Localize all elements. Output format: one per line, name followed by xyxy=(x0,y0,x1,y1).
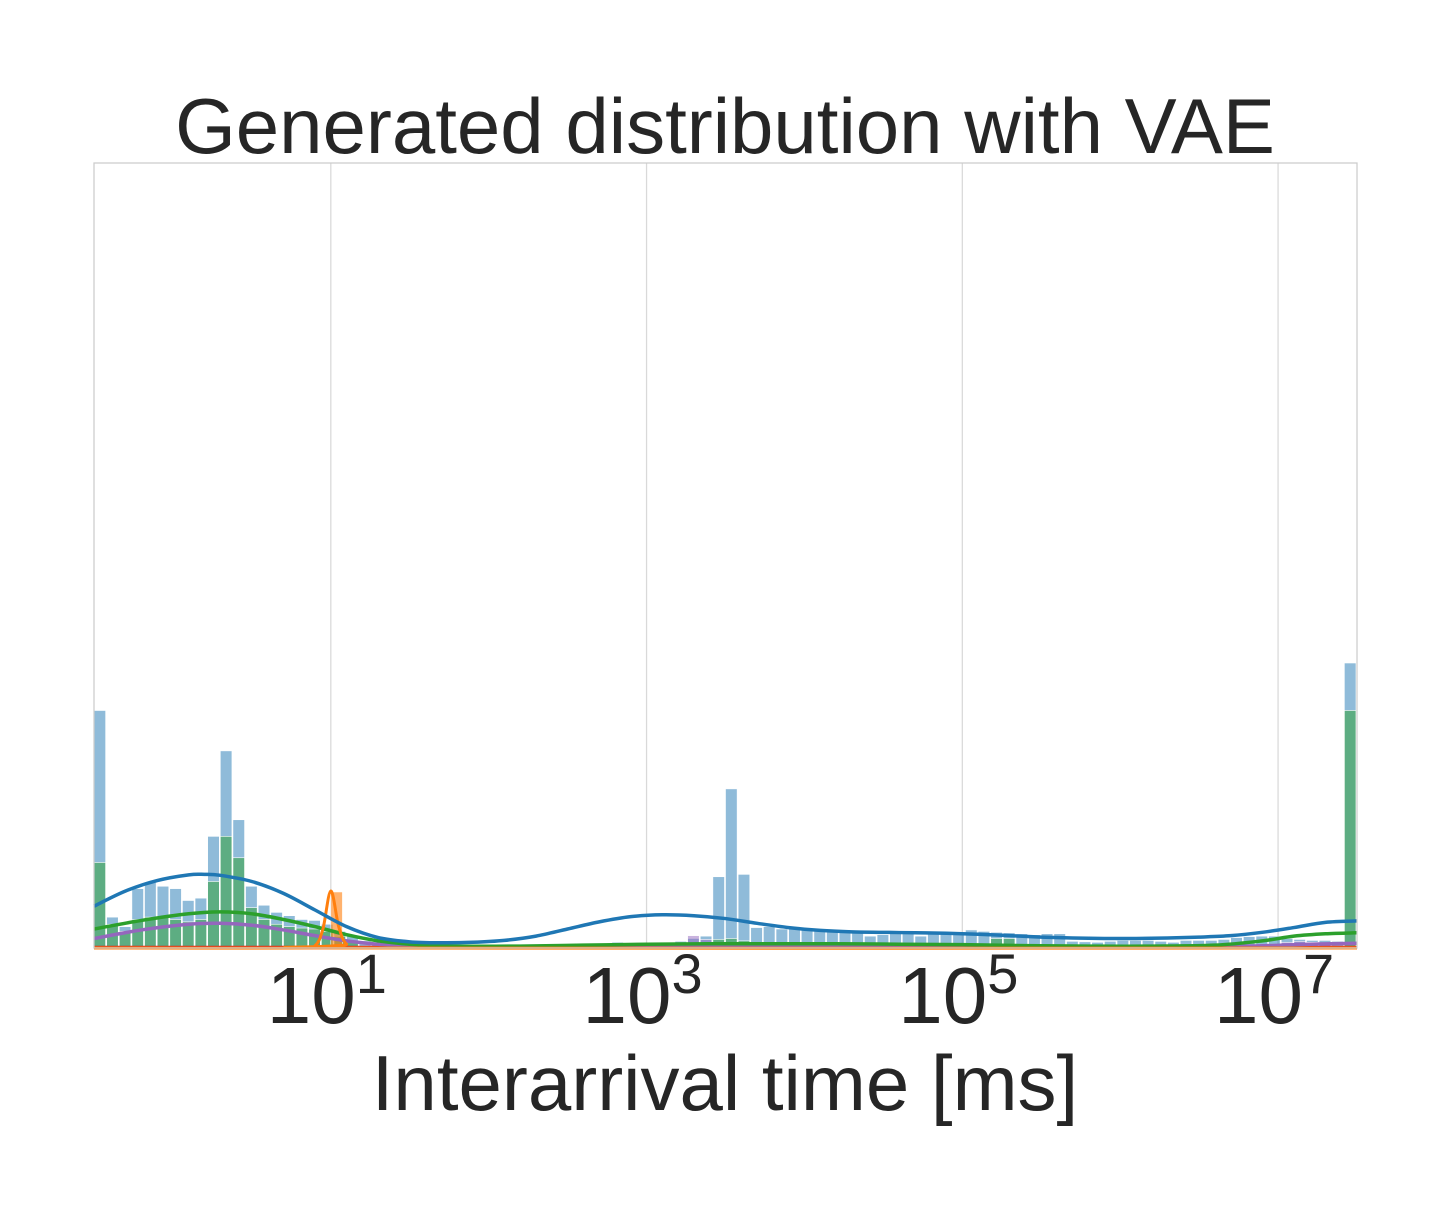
bar-green-4 xyxy=(144,916,157,949)
bar-green-9 xyxy=(207,881,220,949)
bar-blue-50 xyxy=(725,788,738,949)
bar-green-11 xyxy=(232,857,245,949)
x-tick-base-0: 10 xyxy=(267,951,356,1040)
x-axis-label: Interarrival time [ms] xyxy=(372,1039,1078,1127)
x-tick-base-2: 10 xyxy=(898,951,987,1040)
bar-green-13 xyxy=(257,919,271,949)
bar-green-5 xyxy=(156,916,170,949)
kde-line-blue xyxy=(93,872,1358,945)
x-tick-label-2: 105 xyxy=(898,942,1018,1040)
plot-frame xyxy=(93,162,1358,949)
x-tick-base-3: 10 xyxy=(1214,951,1303,1040)
x-tick-label-3: 107 xyxy=(1214,942,1334,1040)
x-tick-exp-2: 5 xyxy=(987,942,1018,1005)
chart-title: Generated distribution with VAE xyxy=(175,82,1275,170)
x-tick-label-0: 101 xyxy=(267,942,387,1040)
x-tick-exp-0: 1 xyxy=(356,942,387,1005)
x-tick-label-1: 103 xyxy=(582,942,702,1040)
bar-green-3 xyxy=(131,919,144,949)
bar-blue-49 xyxy=(712,876,725,949)
kde-line-green xyxy=(93,910,1358,949)
grid-layer xyxy=(330,163,1279,948)
x-tick-base-1: 10 xyxy=(582,951,671,1040)
bar-green-26 xyxy=(1344,710,1357,949)
bar-green-10 xyxy=(220,836,233,949)
x-tick-labels: 101 103 105 107 xyxy=(267,942,1334,1040)
x-tick-exp-3: 7 xyxy=(1303,942,1334,1005)
bar-blue-51 xyxy=(737,874,751,949)
x-tick-exp-1: 3 xyxy=(671,942,702,1005)
